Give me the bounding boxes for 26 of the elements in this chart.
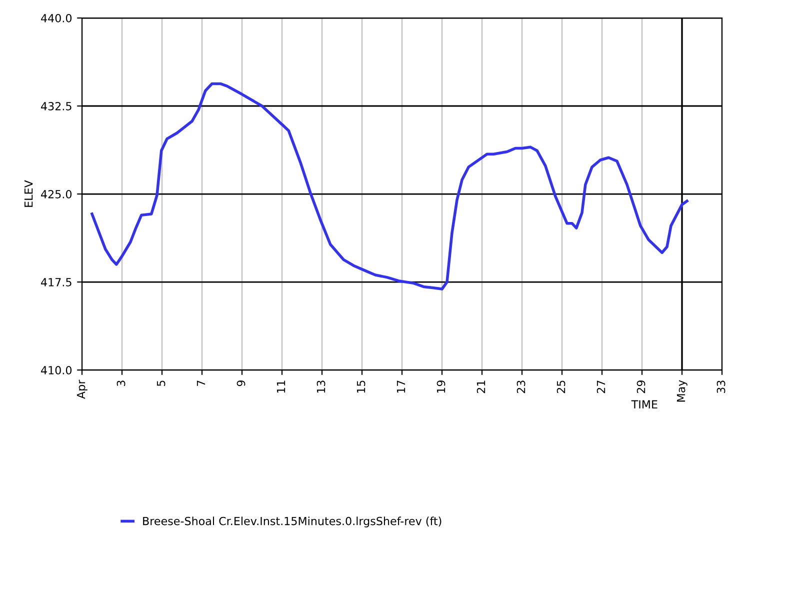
x-tick-label: 13 (316, 380, 326, 393)
x-tick-label: 25 (556, 380, 566, 394)
x-tick-label: 33 (716, 380, 726, 394)
x-tick-label: Apr (76, 380, 88, 399)
x-axis-title: TIME (631, 400, 658, 408)
x-tick-label: 11 (276, 380, 286, 393)
y-tick-label: 425.0 (41, 190, 72, 198)
x-tick-label: 23 (516, 380, 526, 394)
x-tick-label: 7 (196, 380, 206, 386)
x-tick-label: 21 (476, 380, 486, 394)
x-tick-label: 5 (156, 380, 166, 386)
x-tick-label: 17 (396, 380, 406, 393)
y-tick-label: 417.5 (41, 278, 72, 286)
y-tick-label: 440.0 (41, 14, 72, 22)
x-tick-label: 19 (436, 380, 446, 393)
x-tick-label: 9 (236, 380, 246, 386)
x-tick-label: 15 (356, 380, 366, 393)
line-series (90, 82, 688, 290)
y-tick-label: 432.5 (41, 102, 72, 110)
legend-label: Breese-Shoal Cr.Elev.Inst.15Minutes.0.lrgsShef-rev (ft) (143, 516, 442, 528)
x-tick-label: 27 (596, 380, 606, 394)
y-tick-label: 410.0 (41, 366, 72, 374)
x-tick-label: 3 (116, 380, 126, 386)
y-axis-title: ELEV (24, 180, 33, 207)
x-tick-label: 29 (636, 380, 646, 394)
x-tick-label: May (676, 380, 688, 402)
